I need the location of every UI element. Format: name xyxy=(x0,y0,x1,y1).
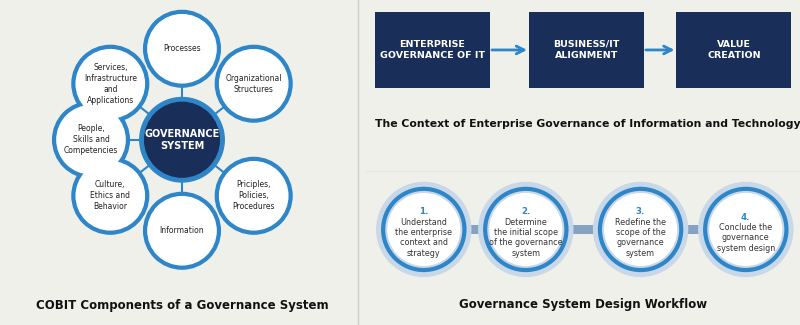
Circle shape xyxy=(377,182,471,277)
Text: The Context of Enterprise Governance of Information and Technology: The Context of Enterprise Governance of … xyxy=(375,119,800,129)
Circle shape xyxy=(140,98,224,182)
Text: VALUE
CREATION: VALUE CREATION xyxy=(707,40,761,60)
Circle shape xyxy=(72,157,149,234)
Text: scope of the: scope of the xyxy=(616,228,666,237)
FancyBboxPatch shape xyxy=(675,225,711,234)
FancyBboxPatch shape xyxy=(560,225,606,234)
Text: People,
Skills and
Competencies: People, Skills and Competencies xyxy=(64,124,118,155)
Text: system: system xyxy=(626,249,655,258)
Text: Conclude the: Conclude the xyxy=(719,223,772,232)
Circle shape xyxy=(698,182,793,277)
Circle shape xyxy=(219,50,288,118)
Text: of the governance: of the governance xyxy=(489,239,562,247)
Text: the initial scope: the initial scope xyxy=(494,228,558,237)
Text: 1.: 1. xyxy=(419,207,429,216)
Text: 2.: 2. xyxy=(521,207,530,216)
Circle shape xyxy=(53,101,130,178)
FancyBboxPatch shape xyxy=(529,12,644,88)
Circle shape xyxy=(148,15,216,83)
Circle shape xyxy=(144,10,220,87)
Text: strategy: strategy xyxy=(407,249,441,258)
Text: BUSINESS/IT
ALIGNMENT: BUSINESS/IT ALIGNMENT xyxy=(554,40,620,60)
Text: Processes: Processes xyxy=(163,44,201,53)
Circle shape xyxy=(76,50,145,118)
Text: governance: governance xyxy=(722,233,770,242)
FancyBboxPatch shape xyxy=(375,12,490,88)
Text: Understand: Understand xyxy=(400,218,447,227)
Circle shape xyxy=(215,157,292,234)
Text: context and: context and xyxy=(400,239,448,247)
Circle shape xyxy=(710,194,782,265)
Circle shape xyxy=(478,182,573,277)
Text: system design: system design xyxy=(717,243,775,253)
Circle shape xyxy=(215,46,292,122)
Text: Priciples,
Policies,
Procedures: Priciples, Policies, Procedures xyxy=(233,180,275,211)
Circle shape xyxy=(605,194,677,265)
FancyBboxPatch shape xyxy=(458,225,491,234)
Text: Culture,
Ethics and
Behavior: Culture, Ethics and Behavior xyxy=(90,180,130,211)
FancyBboxPatch shape xyxy=(677,12,791,88)
Text: Governance System Design Workflow: Governance System Design Workflow xyxy=(459,298,707,311)
Text: ENTERPRISE
GOVERNANCE OF IT: ENTERPRISE GOVERNANCE OF IT xyxy=(380,40,485,60)
Text: Services,
Infrastructure
and
Applications: Services, Infrastructure and Application… xyxy=(84,63,137,105)
Text: COBIT Components of a Governance System: COBIT Components of a Governance System xyxy=(36,299,328,312)
Circle shape xyxy=(76,162,145,230)
Text: 4.: 4. xyxy=(741,213,750,222)
Circle shape xyxy=(145,102,219,177)
Circle shape xyxy=(148,197,216,265)
Text: 3.: 3. xyxy=(636,207,646,216)
Circle shape xyxy=(144,192,220,269)
Text: Determine: Determine xyxy=(505,218,547,227)
Text: system: system xyxy=(511,249,540,258)
Circle shape xyxy=(219,162,288,230)
Text: Redefine the: Redefine the xyxy=(615,218,666,227)
Text: the enterprise: the enterprise xyxy=(395,228,452,237)
Circle shape xyxy=(490,194,562,265)
Text: governance: governance xyxy=(617,239,665,247)
Circle shape xyxy=(57,106,125,174)
Text: Information: Information xyxy=(160,226,204,235)
Circle shape xyxy=(388,194,460,265)
Circle shape xyxy=(594,182,688,277)
Text: GOVERNANCE
SYSTEM: GOVERNANCE SYSTEM xyxy=(144,129,220,151)
Text: Organizational
Structures: Organizational Structures xyxy=(226,74,282,94)
Circle shape xyxy=(72,46,149,122)
